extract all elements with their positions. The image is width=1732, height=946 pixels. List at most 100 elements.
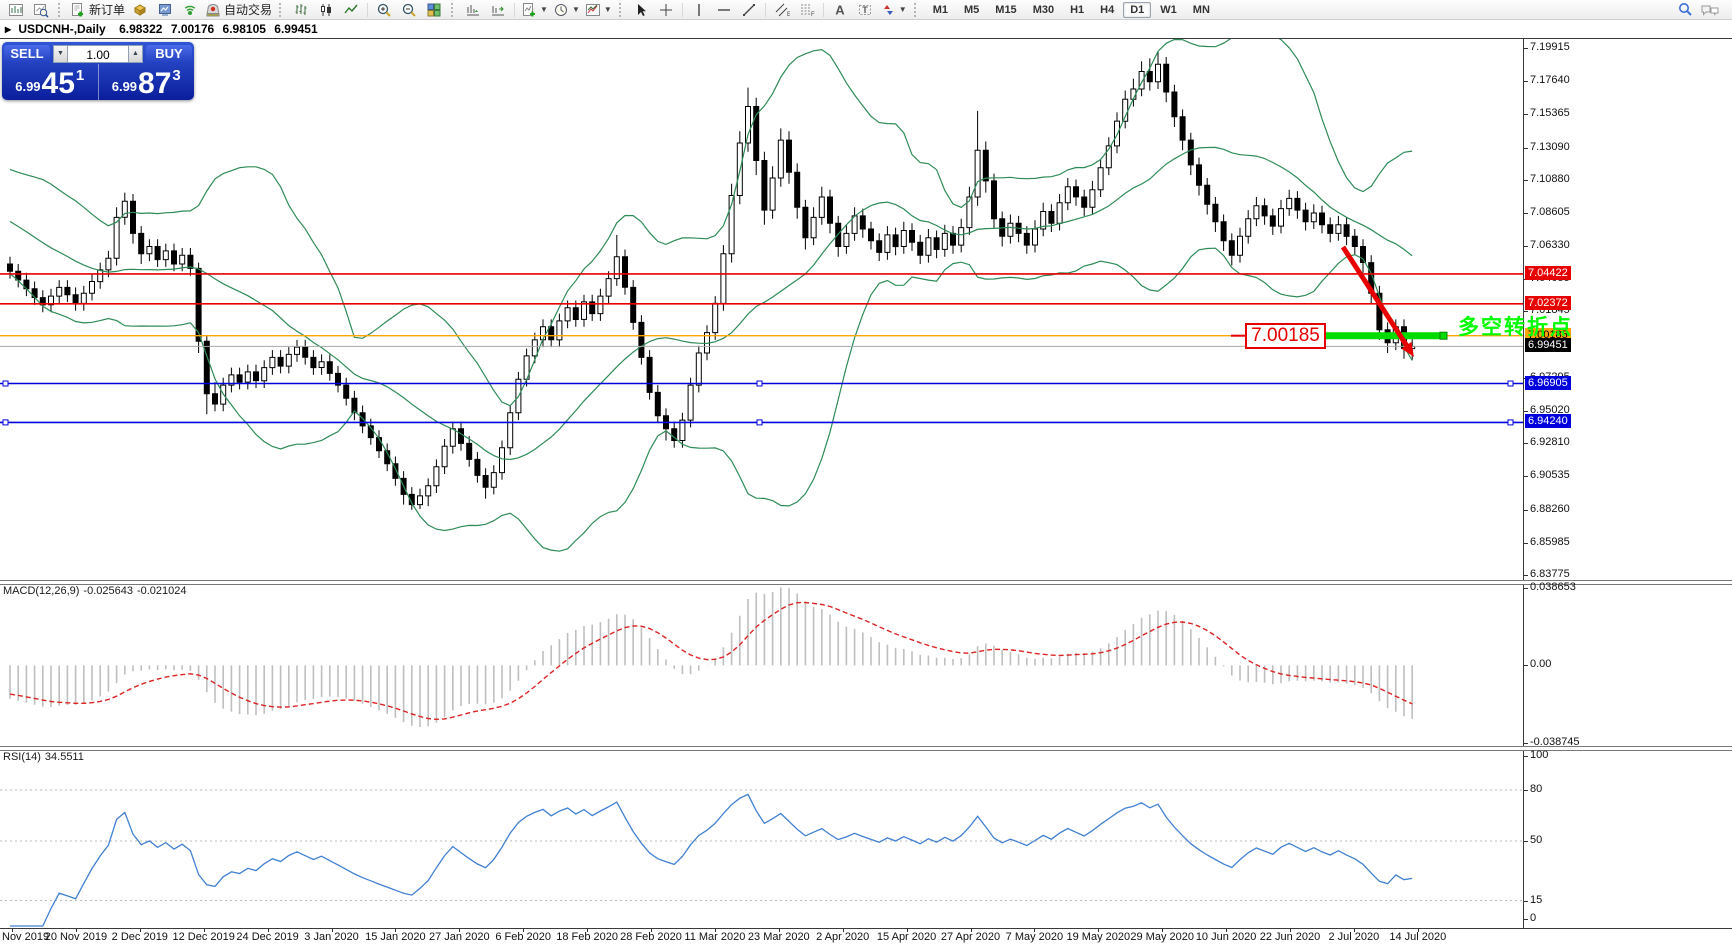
toolbar-drag-handle[interactable] [913, 2, 919, 17]
zoom-in-button[interactable] [372, 1, 396, 19]
equidistant-channel-icon: E [775, 3, 790, 18]
new-order-button[interactable]: 新订单 [68, 1, 127, 19]
buy-button[interactable]: BUY [146, 45, 192, 63]
time-tick-mark [1353, 929, 1355, 932]
trendline-tool-button[interactable] [737, 1, 761, 19]
auto-scroll-button[interactable] [461, 1, 485, 19]
price-tick-label: 6.85985 [1524, 535, 1570, 548]
candlestick-chart-button[interactable] [314, 1, 338, 19]
timeframe-w1[interactable]: W1 [1160, 3, 1177, 16]
timeframe-m30[interactable]: M30 [1032, 3, 1055, 16]
svg-text:E: E [787, 12, 790, 18]
templates-button[interactable]: ▼ [583, 1, 614, 19]
text-tool-button[interactable]: A [828, 1, 852, 19]
navigator-button[interactable] [153, 1, 177, 19]
timeframe-group: M1 M5 M15 M30 H1 H4 D1 W1 MN [926, 1, 1217, 18]
time-tick-mark [395, 929, 397, 932]
timeframe-d1[interactable]: D1 [1123, 1, 1152, 18]
buy-price-big: 87 [138, 67, 172, 100]
chat-button[interactable] [1698, 1, 1722, 19]
time-tick-label: 20 Nov 2019 [44, 931, 108, 943]
dropdown-caret-icon: ▼ [571, 5, 580, 14]
sell-price-display[interactable]: 6.99 45 1 [2, 64, 99, 100]
timeframe-m5[interactable]: M5 [964, 3, 980, 16]
price-tick-label: 7.17640 [1524, 74, 1570, 87]
buy-price-display[interactable]: 6.99 87 3 [99, 64, 195, 100]
autotrading-icon [206, 3, 220, 16]
time-tick-label: 3 Jan 2020 [304, 931, 359, 943]
horizontal-line-tool-button[interactable] [712, 1, 736, 19]
time-tick-label: 24 Dec 2019 [236, 931, 299, 943]
chart-canvas[interactable] [0, 33, 1523, 928]
volume-input[interactable]: 1.00 [68, 45, 128, 63]
toolbar-drag-handle[interactable] [58, 2, 63, 17]
time-tick-mark [778, 929, 780, 932]
time-tick-label: 7 May 2020 [1005, 931, 1064, 943]
cursor-tool-button[interactable] [629, 1, 653, 19]
price-line-label: 7.04422 [1525, 265, 1571, 280]
dropdown-caret-icon: ▼ [540, 5, 548, 14]
macd-tick-label: -0.038745 [1524, 735, 1580, 748]
search-button[interactable] [1673, 1, 1697, 19]
timeframe-mn[interactable]: MN [1192, 3, 1210, 16]
arrows-tool-button[interactable]: ▼ [878, 1, 909, 19]
toolbar-drag-handle[interactable] [618, 2, 624, 17]
volume-increase-button[interactable]: ▲ [128, 45, 143, 63]
periods-button[interactable]: ▼ [551, 1, 582, 19]
crosshair-tool-button[interactable] [654, 1, 678, 19]
chart-shift-icon [492, 5, 505, 15]
chart-profiles-button[interactable] [29, 1, 53, 19]
volume-decrease-button[interactable]: ▼ [53, 45, 68, 63]
market-watch-button[interactable] [128, 1, 152, 19]
sell-button[interactable]: SELL [4, 45, 50, 63]
sell-price-sup: 1 [75, 67, 85, 84]
indicators-button[interactable]: ▼ [519, 1, 550, 19]
time-tick-mark [523, 929, 525, 932]
macd-name: MACD(12,26,9) [3, 585, 80, 597]
time-tick-label: 12 Dec 2019 [172, 931, 235, 943]
signals-button[interactable] [178, 1, 202, 19]
time-tick-label: Nov 2019 [2, 931, 50, 943]
tile-windows-button[interactable] [422, 1, 446, 19]
timeframe-m1[interactable]: M1 [932, 3, 948, 16]
crosshair-icon [659, 3, 672, 16]
rsi-value: 34.5511 [44, 751, 84, 763]
time-tick-label: 10 Jun 2020 [1195, 931, 1257, 943]
timeframe-h4[interactable]: H4 [1100, 3, 1115, 16]
time-tick-label: 28 Feb 2020 [620, 931, 682, 943]
time-tick-mark [970, 929, 972, 932]
autotrading-button[interactable]: 自动交易 [203, 1, 274, 19]
time-tick-label: 11 Mar 2020 [684, 931, 746, 943]
chart-shift-button[interactable] [486, 1, 510, 19]
text-label-tool-button[interactable]: T [853, 1, 877, 19]
rsi-tick-label: 100 [1523, 749, 1549, 761]
toolbar-drag-handle[interactable] [279, 2, 284, 17]
timeframe-h1[interactable]: H1 [1070, 3, 1085, 16]
price-annotation-label[interactable]: 7.00185 [1245, 323, 1326, 349]
timeframe-m15[interactable]: M15 [995, 3, 1017, 16]
zoom-out-button[interactable] [397, 1, 421, 19]
note-annotation-text[interactable]: 多空转折点 [1458, 316, 1573, 339]
time-tick-mark [1034, 929, 1036, 932]
time-tick-mark [842, 929, 844, 932]
line-chart-button[interactable] [339, 1, 363, 19]
vertical-line-icon [698, 3, 700, 16]
macd-indicator-label: MACD(12,26,9) -0.025643 -0.021024 [3, 585, 191, 597]
rsi-pane-separator[interactable] [0, 746, 1732, 751]
new-chart-button[interactable] [4, 1, 28, 19]
vertical-line-tool-button[interactable] [687, 1, 711, 19]
fibonacci-tool-button[interactable]: F [795, 1, 819, 19]
rsi-tick-label: 50 [1523, 834, 1543, 846]
macd-pane-separator[interactable] [0, 580, 1732, 585]
ohlc-close: 6.99451 [274, 22, 318, 36]
price-tick-label: 7.19915 [1524, 41, 1570, 53]
line-chart-icon [344, 4, 358, 13]
equidistant-channel-tool-button[interactable]: E [770, 1, 794, 19]
arrows-icon [883, 4, 893, 15]
toolbar-drag-handle[interactable] [451, 2, 456, 17]
macd-tick-label: 0.00 [1523, 658, 1552, 671]
time-tick-label: 27 Apr 2020 [940, 931, 1001, 943]
fibonacci-icon: F [800, 4, 815, 18]
bar-chart-button[interactable] [289, 1, 313, 19]
toolbar-separator [822, 2, 824, 17]
